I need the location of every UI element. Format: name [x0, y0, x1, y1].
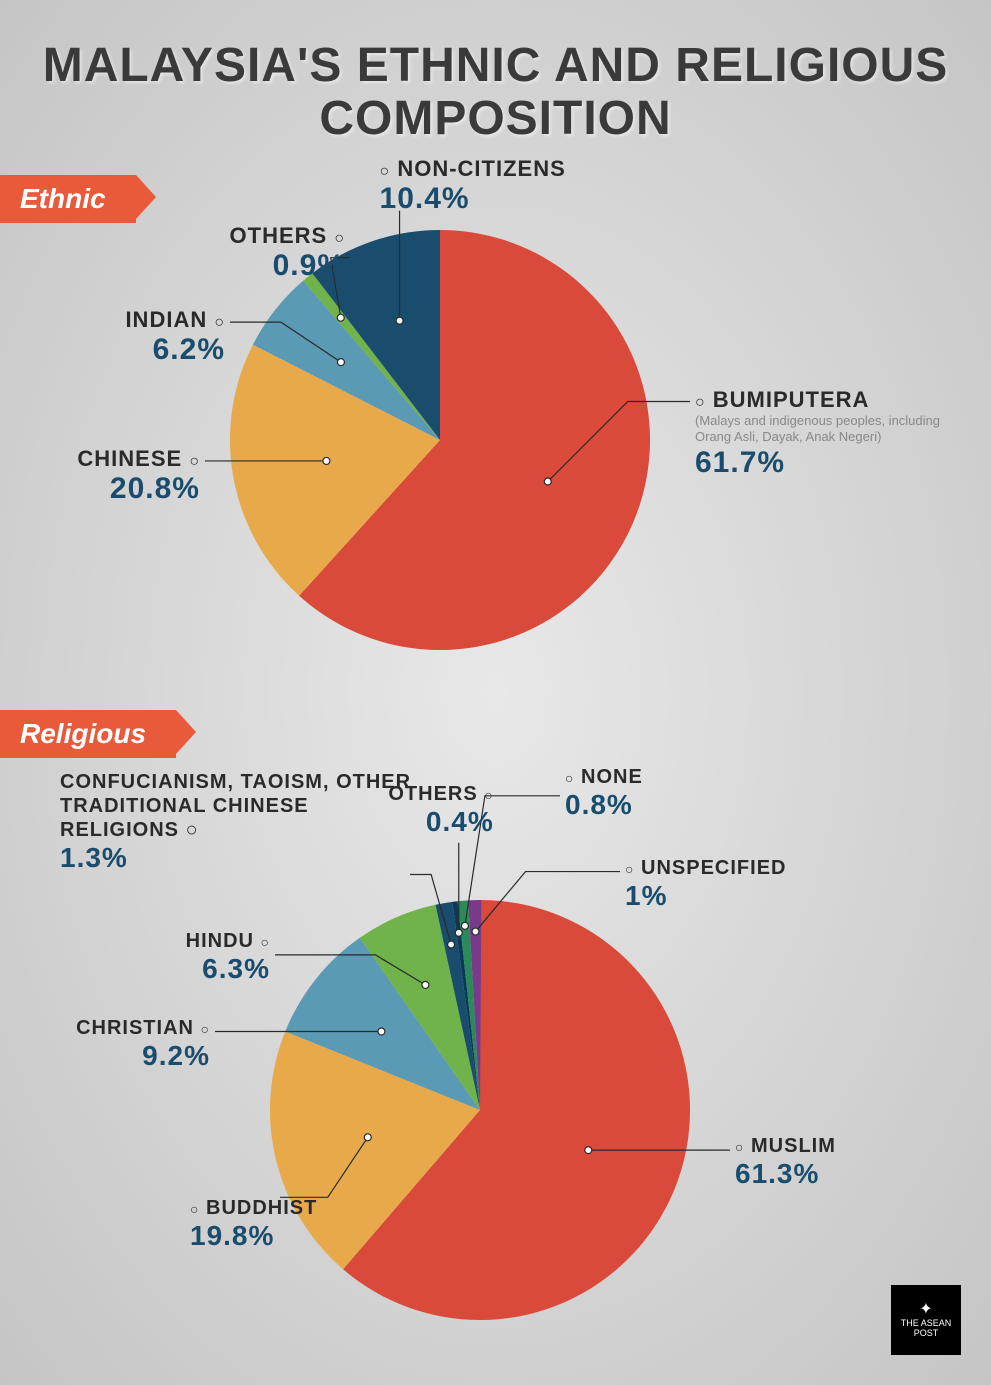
- religious-label-hindu: HINDU ○6.3%: [186, 930, 270, 985]
- religious-label-unspecified: ○ UNSPECIFIED1%: [625, 857, 787, 912]
- religious-label-others: OTHERS ○0.4%: [388, 783, 493, 838]
- religious-label-confucianism: CONFUCIANISM, TAOISM, OTHER TRADITIONAL …: [60, 770, 420, 874]
- source-logo: ✦ THE ASEAN POST: [891, 1285, 961, 1355]
- religious-label-none: ○ NONE0.8%: [565, 766, 643, 821]
- religious-label-muslim: ○ MUSLIM61.3%: [735, 1135, 836, 1190]
- religious-label-christian: CHRISTIAN ○9.2%: [76, 1017, 210, 1072]
- logo-text: THE ASEAN POST: [891, 1319, 961, 1339]
- religious-leaders: [0, 0, 991, 1385]
- religious-label-buddhist: ○ BUDDHIST19.8%: [190, 1197, 317, 1252]
- religious-chart-area: ○ MUSLIM61.3% ○ BUDDHIST19.8% CHRISTIAN ○9…: [0, 0, 991, 1385]
